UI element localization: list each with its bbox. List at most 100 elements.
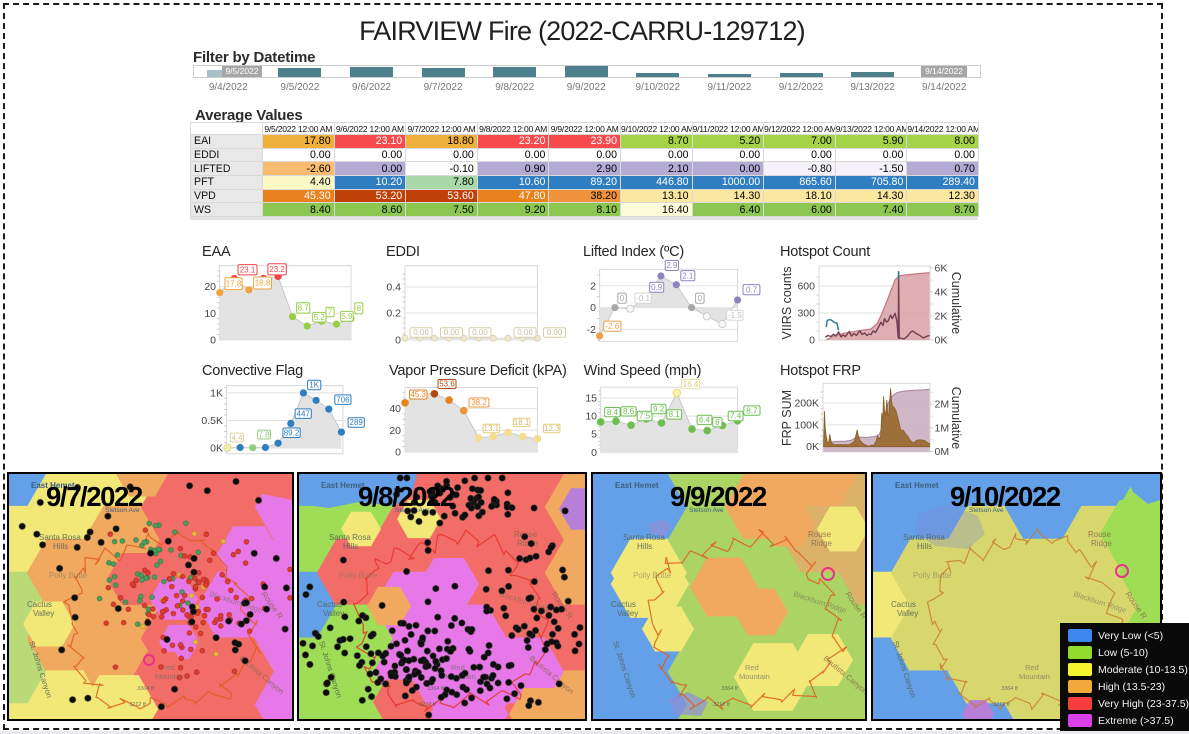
svg-text:Cumulative: Cumulative bbox=[949, 272, 963, 335]
svg-text:Cactus: Cactus bbox=[27, 600, 52, 609]
svg-text:East Hemet: East Hemet bbox=[321, 481, 365, 490]
svg-text:0.00: 0.00 bbox=[413, 328, 429, 337]
svg-text:16.4: 16.4 bbox=[683, 380, 699, 389]
svg-text:289: 289 bbox=[350, 418, 364, 427]
svg-text:5.9: 5.9 bbox=[341, 312, 353, 321]
svg-text:200K: 200K bbox=[794, 398, 819, 410]
svg-text:Polly Butte: Polly Butte bbox=[913, 571, 952, 580]
svg-text:Valley: Valley bbox=[33, 609, 54, 618]
svg-text:23.1: 23.1 bbox=[240, 266, 256, 275]
svg-text:0: 0 bbox=[620, 294, 625, 303]
svg-text:Ridge: Ridge bbox=[1091, 539, 1112, 548]
svg-text:Mountain: Mountain bbox=[739, 672, 770, 681]
svg-text:Mountain: Mountain bbox=[155, 672, 186, 681]
svg-text:Mountain: Mountain bbox=[1019, 672, 1050, 681]
svg-text:45.3: 45.3 bbox=[410, 390, 426, 399]
svg-text:Red: Red bbox=[451, 663, 465, 672]
svg-text:-2: -2 bbox=[587, 324, 596, 336]
svg-text:Santa Rosa: Santa Rosa bbox=[329, 533, 371, 542]
svg-text:0.00: 0.00 bbox=[517, 328, 533, 337]
svg-text:-2.6: -2.6 bbox=[605, 322, 619, 331]
svg-text:13.1: 13.1 bbox=[484, 424, 500, 433]
svg-text:Hotspot Count: Hotspot Count bbox=[780, 244, 870, 260]
svg-text:Santa Rosa: Santa Rosa bbox=[903, 533, 945, 542]
svg-text:Red: Red bbox=[745, 663, 759, 672]
svg-text:Lifted Index (ºC): Lifted Index (ºC) bbox=[583, 244, 684, 260]
svg-text:0.4: 0.4 bbox=[386, 282, 401, 294]
svg-text:0.2: 0.2 bbox=[386, 308, 401, 320]
svg-text:7.8: 7.8 bbox=[258, 430, 270, 439]
svg-text:3212 ft: 3212 ft bbox=[129, 702, 146, 708]
svg-text:Cactus: Cactus bbox=[891, 600, 916, 609]
svg-text:1K: 1K bbox=[309, 381, 319, 390]
svg-text:0: 0 bbox=[395, 447, 401, 459]
svg-text:3364 ft: 3364 ft bbox=[137, 686, 154, 692]
svg-text:Hills: Hills bbox=[343, 542, 358, 551]
svg-text:2M: 2M bbox=[935, 399, 950, 411]
svg-text:100K: 100K bbox=[794, 419, 819, 431]
svg-text:706: 706 bbox=[336, 395, 350, 404]
svg-text:0M: 0M bbox=[935, 446, 950, 458]
svg-text:2: 2 bbox=[590, 280, 596, 292]
svg-text:38.2: 38.2 bbox=[471, 398, 487, 407]
svg-text:17.8: 17.8 bbox=[226, 279, 242, 288]
svg-text:Wind Speed (mph): Wind Speed (mph) bbox=[584, 363, 702, 379]
svg-text:1M: 1M bbox=[935, 423, 950, 435]
svg-text:Convective Flag: Convective Flag bbox=[202, 363, 303, 379]
svg-text:0: 0 bbox=[698, 294, 703, 303]
svg-text:FRP SUM: FRP SUM bbox=[780, 390, 794, 446]
svg-text:23.2: 23.2 bbox=[269, 265, 285, 274]
svg-text:Ridge: Ridge bbox=[811, 539, 832, 548]
svg-text:Valley: Valley bbox=[323, 609, 344, 618]
svg-text:0: 0 bbox=[210, 334, 216, 346]
svg-text:18.8: 18.8 bbox=[255, 279, 271, 288]
svg-text:8.6: 8.6 bbox=[623, 407, 635, 416]
svg-text:0.00: 0.00 bbox=[472, 328, 488, 337]
svg-text:0.00: 0.00 bbox=[547, 328, 563, 337]
svg-text:Hills: Hills bbox=[637, 542, 652, 551]
svg-text:6K: 6K bbox=[935, 263, 948, 275]
svg-text:Hotspot FRP: Hotspot FRP bbox=[780, 363, 861, 379]
svg-text:Red: Red bbox=[161, 663, 175, 672]
svg-text:8.4: 8.4 bbox=[607, 408, 619, 417]
svg-text:Hills: Hills bbox=[53, 542, 68, 551]
svg-text:0K: 0K bbox=[210, 443, 223, 455]
svg-text:Rouse: Rouse bbox=[1088, 530, 1112, 539]
svg-text:20: 20 bbox=[389, 425, 401, 437]
svg-text:447: 447 bbox=[297, 409, 311, 418]
svg-text:3364 ft: 3364 ft bbox=[721, 686, 738, 692]
svg-text:EAA: EAA bbox=[202, 244, 231, 260]
svg-text:Polly Butte: Polly Butte bbox=[49, 571, 88, 580]
svg-text:15: 15 bbox=[585, 393, 597, 405]
svg-text:8.7: 8.7 bbox=[298, 304, 310, 313]
svg-text:East Hemet: East Hemet bbox=[895, 481, 939, 490]
svg-text:Hills: Hills bbox=[917, 542, 932, 551]
svg-text:Valley: Valley bbox=[897, 609, 918, 618]
svg-text:20: 20 bbox=[204, 281, 216, 293]
svg-text:3364 ft: 3364 ft bbox=[427, 686, 444, 692]
svg-text:9/8/2022: 9/8/2022 bbox=[358, 481, 455, 512]
svg-text:1K: 1K bbox=[210, 387, 223, 399]
svg-text:3212 ft: 3212 ft bbox=[713, 702, 730, 708]
svg-text:3364 ft: 3364 ft bbox=[1001, 686, 1018, 692]
svg-text:Rouse: Rouse bbox=[808, 530, 832, 539]
svg-text:2.9: 2.9 bbox=[666, 261, 678, 270]
svg-text:VIIRS counts: VIIRS counts bbox=[780, 267, 794, 340]
svg-text:Stetson Ave: Stetson Ave bbox=[689, 507, 724, 514]
svg-text:8.1: 8.1 bbox=[669, 410, 681, 419]
svg-text:9/9/2022: 9/9/2022 bbox=[670, 481, 767, 512]
svg-text:-0.1: -0.1 bbox=[636, 294, 650, 303]
svg-text:9/7/2022: 9/7/2022 bbox=[46, 481, 143, 512]
svg-text:0.7: 0.7 bbox=[746, 285, 758, 294]
svg-text:600: 600 bbox=[797, 281, 815, 293]
svg-text:6.4: 6.4 bbox=[699, 416, 711, 425]
svg-text:0: 0 bbox=[591, 447, 597, 459]
svg-text:0.5K: 0.5K bbox=[201, 415, 223, 427]
svg-text:7.4: 7.4 bbox=[730, 412, 742, 421]
svg-text:EDDI: EDDI bbox=[386, 244, 420, 260]
svg-text:East Hemet: East Hemet bbox=[615, 481, 659, 490]
svg-text:12.3: 12.3 bbox=[544, 424, 560, 433]
svg-text:Red: Red bbox=[1025, 663, 1039, 672]
svg-text:0: 0 bbox=[590, 302, 596, 314]
svg-text:Stetson Ave: Stetson Ave bbox=[105, 507, 140, 514]
